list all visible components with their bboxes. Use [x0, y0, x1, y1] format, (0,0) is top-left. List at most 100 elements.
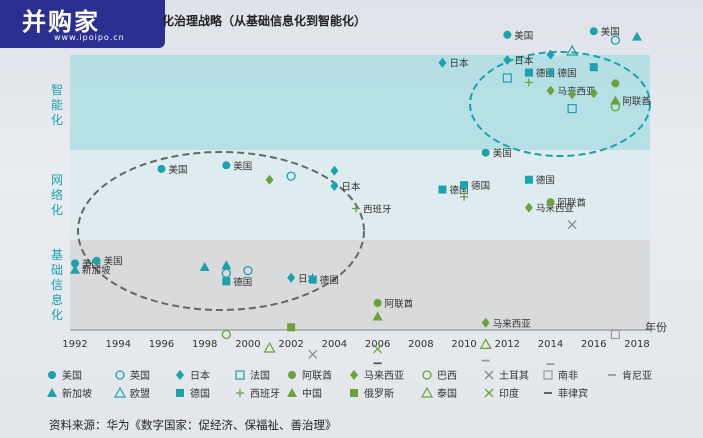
data-point: [460, 192, 469, 201]
x-tick-label: 1992: [62, 339, 87, 350]
data-point: [481, 317, 490, 328]
data-point: [460, 181, 469, 190]
data-point: [222, 277, 231, 286]
legend-marker: [287, 388, 297, 397]
data-point: [243, 265, 253, 276]
data-point: [70, 264, 80, 274]
legend-label: 法国: [250, 369, 270, 382]
logo-text: 并购家: [22, 8, 100, 36]
x-tick-label: 2008: [408, 339, 433, 350]
data-point: [610, 35, 621, 45]
point-label: 美国: [514, 30, 533, 42]
data-point: [546, 49, 555, 60]
data-point: [221, 260, 232, 270]
point-label: 美国: [233, 160, 252, 172]
x-tick-label: 2016: [581, 339, 606, 350]
point-label: 新加坡: [82, 265, 111, 277]
data-point: [287, 323, 296, 332]
point-label: 马来西亚: [493, 319, 532, 330]
legend-marker: [288, 371, 296, 379]
data-point: [352, 204, 360, 213]
legend-label: 巴西: [437, 370, 457, 382]
data-point: [567, 220, 577, 230]
data-point: [372, 311, 383, 321]
legend-marker: [422, 370, 432, 380]
data-point: [524, 202, 533, 213]
x-tick-labels: 1992 1994 1996 1998 2000 2002 2004 2006 2008 2010…: [62, 339, 649, 350]
x-tick-label: 2012: [495, 339, 520, 350]
data-point: [502, 73, 512, 83]
legend-label: 马来西亚: [364, 370, 404, 382]
data-point: [221, 268, 231, 278]
data-point: [524, 68, 533, 77]
legend-marker: [113, 386, 127, 398]
legend-marker: [176, 370, 184, 380]
data-point: [566, 44, 579, 56]
x-tick-label: 1996: [149, 339, 174, 350]
data-point: [546, 67, 555, 78]
data-point: [546, 85, 555, 96]
y-level-label: 智能化: [51, 82, 63, 127]
data-point: [479, 338, 492, 349]
data-point: [546, 198, 555, 207]
data-point: [286, 171, 296, 181]
x-tick-label: 1994: [106, 339, 131, 350]
x-tick-label: 2000: [235, 339, 260, 350]
point-label: 阿联酋: [622, 96, 651, 108]
y-level-labels: 基础信息化 网络化 智能化: [51, 82, 63, 322]
legend-marker: [48, 371, 56, 379]
point-label: 阿联酋: [558, 197, 587, 209]
data-point: [373, 344, 383, 354]
point-label: 西班牙: [363, 204, 392, 216]
legend-label: 中国: [302, 387, 322, 400]
legend-label: 菲律宾: [558, 387, 588, 400]
x-tick-label: 2004: [322, 339, 347, 350]
legend-label: 泰国: [437, 387, 457, 400]
data-point: [524, 78, 533, 87]
y-level-label: 基础信息化: [51, 248, 63, 322]
ellipse-smart: [469, 51, 651, 157]
data-point: [263, 341, 276, 353]
legend-label: 欧盟: [130, 388, 150, 400]
legend-label: 新加坡: [62, 387, 92, 400]
band-network: [70, 150, 650, 240]
x-tick-label: 2018: [624, 339, 649, 350]
point-label: 阿联酋: [385, 298, 414, 310]
y-level-label: 网络化: [51, 173, 63, 217]
point-label: 美国: [104, 256, 123, 268]
point-label: 美国: [493, 148, 512, 160]
band-basic: [70, 240, 650, 330]
data-point: [611, 79, 620, 88]
data-point: [481, 148, 490, 157]
legend-label: 西班牙: [250, 388, 280, 400]
data-point: [589, 27, 598, 36]
data-point: [222, 161, 231, 170]
data-point: [438, 57, 447, 68]
legend-label: 日本: [190, 369, 210, 382]
data-point: [330, 181, 339, 191]
point-label: 德国: [320, 275, 339, 287]
data-point: [157, 164, 166, 173]
data-point: [308, 349, 318, 359]
legend-label: 南非: [558, 369, 578, 382]
legend-marker: [47, 388, 57, 397]
x-axis-label: 年份: [645, 320, 667, 334]
legend-marker: [350, 389, 358, 397]
ellipse-basic-network: [77, 151, 365, 311]
data-point: [589, 63, 598, 72]
x-tick-label: 1998: [192, 339, 217, 350]
legend-marker: [235, 370, 245, 380]
legend-marker: [115, 370, 125, 380]
data-point: [632, 31, 642, 41]
brand-logo: 并购家 www.ipoipo.cn: [0, 0, 165, 48]
legend-marker: [176, 389, 184, 397]
point-label: 美国: [601, 26, 620, 38]
point-label: 日本: [514, 55, 534, 67]
data-point: [287, 272, 296, 283]
point-label: 日本: [341, 181, 361, 193]
legend-marker: [484, 388, 494, 398]
data-point: [221, 329, 231, 340]
point-label: 德国: [536, 175, 555, 187]
